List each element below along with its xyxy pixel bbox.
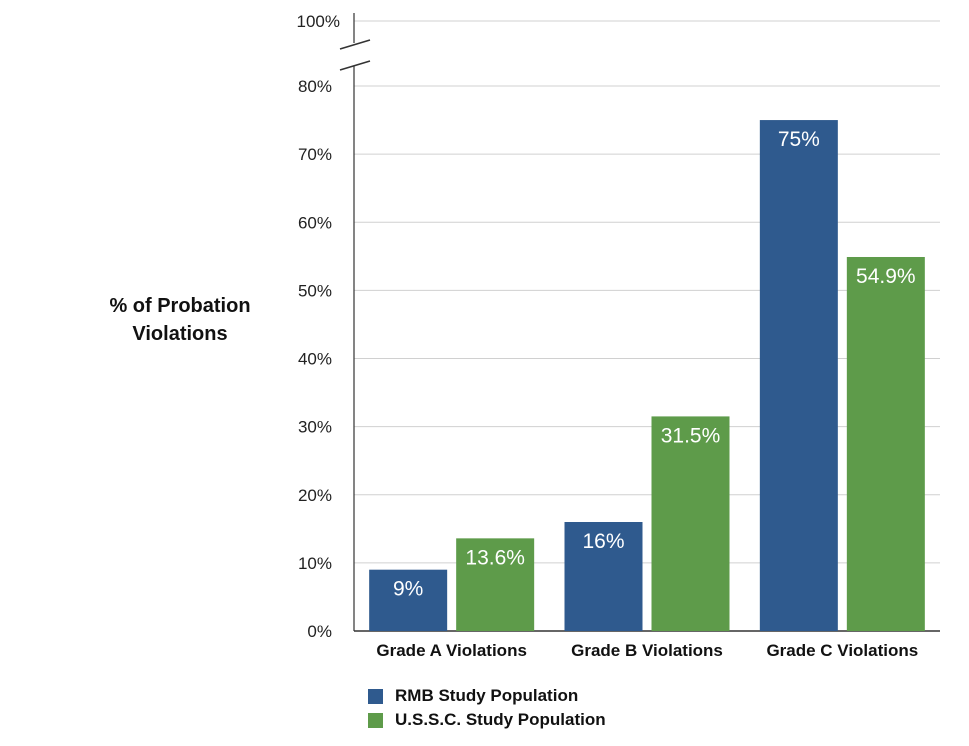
bar-data-label: 31.5% (661, 424, 721, 447)
bar-data-label: 13.6% (465, 546, 525, 569)
y-tick-label: 40% (298, 350, 332, 369)
bar (564, 522, 643, 631)
bar (369, 569, 448, 631)
bar-data-label: 16% (582, 530, 624, 553)
y-tick-label: 30% (298, 418, 332, 437)
axis-break-mark (339, 60, 371, 71)
y-tick-label: 0% (307, 622, 332, 641)
y-tick-label: 10% (298, 554, 332, 573)
y-tick-label: 80% (298, 77, 332, 96)
bar (456, 538, 535, 631)
legend: RMB Study Population U.S.S.C. Study Popu… (368, 684, 606, 732)
y-tick-label-break: 100% (297, 12, 340, 31)
bar (846, 256, 925, 631)
bar-data-label: 75% (778, 128, 820, 151)
y-axis-title: % of Probation Violations (80, 292, 280, 348)
legend-item-ussc: U.S.S.C. Study Population (368, 708, 606, 732)
bar (759, 120, 838, 631)
legend-label-rmb: RMB Study Population (395, 686, 579, 705)
x-category-label: Grade C Violations (766, 641, 918, 660)
y-axis-title-line-2: Violations (132, 323, 228, 345)
legend-label-ussc: U.S.S.C. Study Population (395, 710, 606, 729)
y-tick-label: 60% (298, 213, 332, 232)
bar-data-label: 54.9% (856, 265, 916, 288)
legend-item-rmb: RMB Study Population (368, 684, 606, 708)
y-tick-label: 20% (298, 486, 332, 505)
y-tick-label: 70% (298, 145, 332, 164)
bar (651, 416, 730, 631)
legend-swatch-rmb (368, 688, 383, 704)
x-category-label: Grade A Violations (376, 641, 527, 660)
bar-data-label: 9% (393, 578, 423, 601)
legend-swatch-ussc (368, 712, 383, 728)
y-tick-label: 50% (298, 281, 332, 300)
x-category-label: Grade B Violations (571, 641, 723, 660)
axis-break-mark (339, 39, 371, 50)
y-axis-title-line-1: % of Probation (109, 295, 251, 317)
